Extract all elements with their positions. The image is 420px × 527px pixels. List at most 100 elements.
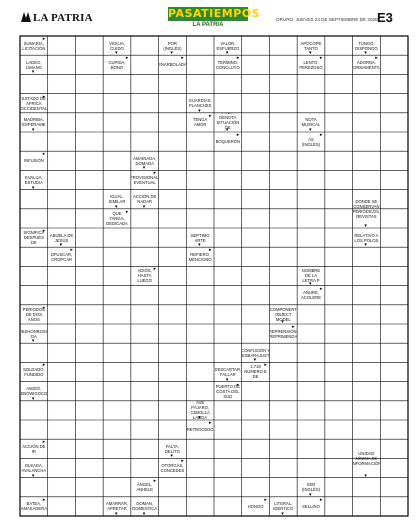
arrow-down-icon: ▾ bbox=[198, 242, 201, 249]
clue-cell: ACCIÓN DE IR bbox=[21, 440, 48, 458]
clue-text: AMAINADA, DOMADA bbox=[133, 155, 157, 166]
clue-text: ABUELA DE JESÚS bbox=[49, 232, 74, 243]
clue-text: ESTADO DE ÁFRICA OCCIDENTAL bbox=[20, 95, 48, 111]
page-code: E3 bbox=[377, 10, 393, 25]
clue-cell: IGUAL, SIMILAR bbox=[104, 190, 131, 208]
clue-text: BOQUERÓN bbox=[215, 139, 241, 145]
arrow-right-icon: ▸ bbox=[319, 285, 323, 292]
newspaper-logo-icon bbox=[21, 12, 31, 22]
arrow-down-icon: ▾ bbox=[225, 127, 229, 133]
clue-cell: PREP. DENOTA SITUACIÓN DE TRÁNSITO bbox=[215, 113, 242, 131]
clue-cell: NOTA MUSICAL bbox=[298, 113, 325, 131]
clue-text: SIGNIFICA DESPUÉS DE bbox=[23, 230, 45, 246]
arrow-down-icon: ▾ bbox=[198, 107, 201, 114]
clue-text: SEPTIMO ARTE bbox=[190, 232, 210, 243]
arrow-down-icon: ▾ bbox=[31, 69, 35, 76]
clue-cell: SELLINO bbox=[298, 497, 325, 515]
clue-cell: OTORGAS, CONCEDES bbox=[159, 459, 186, 477]
clue-text: AMARRAR, APRETAR bbox=[105, 501, 129, 512]
clue-cell: FALTA, DELITO bbox=[159, 440, 186, 458]
clue-text: DESHONROSO DA bbox=[21, 328, 48, 339]
clue-cell: LADEO, LIMANO bbox=[21, 56, 48, 74]
arrow-right-icon: ▸ bbox=[209, 247, 212, 254]
clue-text: TENGA AMOR bbox=[192, 117, 208, 128]
clue-cell: BATEA, AMASADERA bbox=[21, 497, 48, 515]
arrow-down-icon: ▾ bbox=[198, 415, 201, 421]
section-title: PASATIEMPOS bbox=[168, 7, 261, 21]
clue-cell: 2.718 NÚMERO E DE bbox=[242, 363, 269, 381]
clue-text: AVE PÁJARO, CEBOLLA LARGA bbox=[190, 401, 210, 420]
clue-text: UNIDAD MÍNIMA DE INFORMACIÓN bbox=[353, 450, 380, 466]
clue-cell: TENGA AMOR bbox=[187, 113, 214, 131]
clue-text: SELLINO bbox=[302, 503, 320, 509]
clue-text: PUERTO DE COSTA DEL SUD bbox=[215, 383, 240, 399]
arrow-down-icon: ▾ bbox=[309, 491, 312, 498]
clue-text: DONDE SE CONSERVAN PERIÓDICOS, REVISTAS bbox=[353, 198, 380, 219]
clue-text: EVALUA, ESTUDIA bbox=[24, 174, 43, 185]
clue-text: NOMBRE DE LA LETRA P bbox=[301, 268, 321, 284]
clue-cell: VALOR, ESFUERZO bbox=[215, 37, 242, 55]
clue-cell: BOQUERÓN bbox=[215, 133, 242, 151]
arrow-down-icon: ▾ bbox=[364, 242, 367, 249]
clue-cell: ACCIÓN DE NADAR bbox=[131, 190, 158, 208]
arrow-right-icon: ▸ bbox=[264, 362, 267, 369]
clue-text: LADEO, LIMANO bbox=[25, 59, 42, 70]
arrow-right-icon: ▸ bbox=[236, 132, 240, 138]
arrow-down-icon: ▾ bbox=[31, 395, 35, 402]
arrow-right-icon: ▸ bbox=[319, 132, 323, 138]
clue-text: OTORGAS, CONCEDES bbox=[160, 462, 185, 473]
clue-cell: VIGILIA, CUIDO bbox=[104, 37, 131, 55]
clue-cell: ADIÓS, HASTA LUEGO bbox=[131, 267, 158, 285]
clue-cell: POR (INGLÉS) bbox=[159, 37, 186, 55]
arrow-down-icon: ▾ bbox=[31, 338, 35, 345]
clue-cell: SER (INGLÉS) bbox=[298, 478, 325, 496]
clue-text: IGUAL, SIMILAR bbox=[108, 194, 126, 205]
clue-cell: ENARBOLADA bbox=[159, 56, 186, 74]
arrow-right-icon: ▸ bbox=[264, 496, 267, 503]
clue-text: TERMINO, CONCLUYO bbox=[215, 59, 240, 70]
arrow-down-icon: ▾ bbox=[253, 357, 257, 364]
clue-text: ACCIÓN DE NADAR bbox=[133, 194, 157, 205]
clue-text: CUPIDA, BONO bbox=[108, 59, 126, 70]
arrow-down-icon: ▾ bbox=[170, 453, 173, 460]
clue-cell: AVE PÁJARO, CEBOLLA LARGA bbox=[187, 401, 214, 419]
clue-cell: COMPONENT OBJECT MODEL bbox=[270, 305, 297, 323]
clue-text: ADIÓS, HASTA LUEGO bbox=[137, 268, 153, 284]
clue-cell: NOMBRE DE LA LETRA P bbox=[298, 267, 325, 285]
arrow-right-icon: ▸ bbox=[42, 439, 46, 446]
arrow-down-icon: ▾ bbox=[281, 319, 284, 325]
clue-cell: AMARRAR, APRETAR bbox=[104, 497, 131, 515]
clue-cell: REFIERO, MENCIONO bbox=[187, 248, 214, 266]
clue-text: TUNGO, DISPONGO bbox=[355, 40, 378, 51]
clue-text: VALOR, ESFUERZO bbox=[216, 40, 240, 51]
clue-text: LITERAL, IDENTICO bbox=[273, 501, 294, 512]
clue-text: PERIODOS DE DOS AÑOS bbox=[22, 306, 45, 322]
clue-text: AMIGO, EBOWIGOCO bbox=[20, 386, 48, 397]
clue-cell: AÑURE, ACOLERE bbox=[298, 286, 325, 304]
arrow-right-icon: ▸ bbox=[70, 247, 73, 254]
clue-cell: LENTO, PEREZOSO bbox=[298, 56, 325, 74]
clue-cell: OLEADA, AVALANCHA bbox=[21, 459, 48, 477]
clue-cell: DFUSCAR, CROPCAR bbox=[48, 248, 75, 266]
clue-text: SUMARIA, LICITACIÓN bbox=[22, 40, 46, 51]
clue-cell: ADORNA, ORNAMENTA bbox=[353, 56, 380, 74]
arrow-down-icon: ▾ bbox=[364, 472, 367, 479]
clue-cell: SEPTIMO ARTE bbox=[187, 229, 214, 247]
clue-text: REFIERO, MENCIONO bbox=[188, 251, 212, 262]
clue-cell: QUE TANGA, DEDICADA bbox=[104, 209, 131, 227]
arrow-down-icon: ▾ bbox=[170, 50, 173, 57]
arrow-right-icon: ▸ bbox=[42, 304, 46, 311]
clue-text: SOLDADO, FUNDIDO bbox=[23, 366, 45, 377]
clue-text: LENTO, PEREZOSO bbox=[299, 59, 323, 70]
clue-text: CONFUSIÓN Y DESBARAJUSTE bbox=[242, 347, 269, 358]
clue-text: GUARDIAS, PLANCHES bbox=[188, 98, 212, 109]
arrow-down-icon: ▾ bbox=[115, 50, 118, 57]
clue-cell: RELATIVO A LOS POLOS bbox=[353, 229, 380, 247]
clue-text: MADRIBA, ESPERAME bbox=[22, 117, 46, 128]
arrow-down-icon: ▾ bbox=[59, 242, 63, 249]
arrow-down-icon: ▾ bbox=[225, 50, 229, 57]
arrow-right-icon: ▸ bbox=[153, 170, 157, 177]
clue-cell: CONFUSIÓN Y DESBARAJUSTE bbox=[242, 344, 269, 362]
issue-date: ORURO, JUEVES 24 DE SEPTIEMBRE DE 2020 bbox=[276, 17, 378, 22]
